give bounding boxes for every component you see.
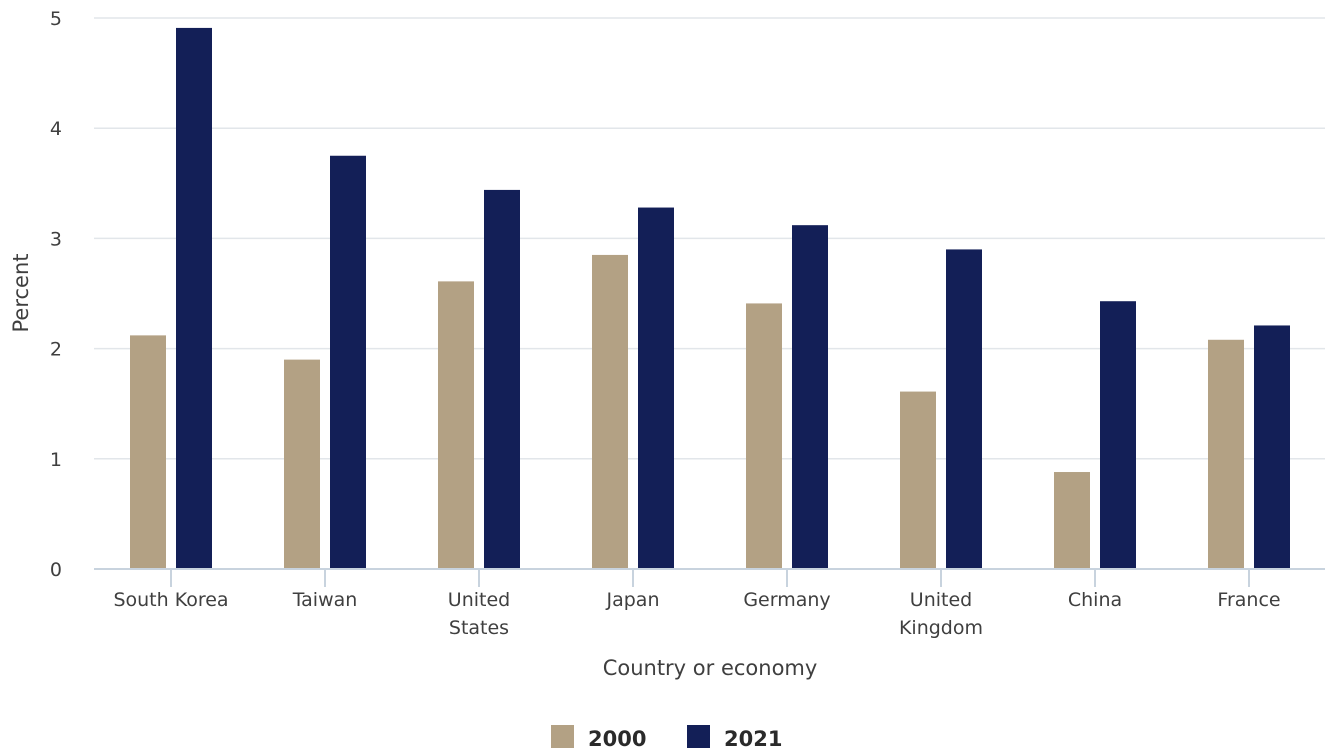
x-tick-label: United Kingdom (899, 589, 983, 639)
y-tick-label: 4 (50, 118, 62, 140)
legend: 2000 2021 (551, 725, 782, 750)
bar-2000 (284, 359, 320, 569)
x-tick-label: Germany (743, 589, 830, 611)
x-tick-label-line: Taiwan (292, 589, 358, 611)
x-tick-label-line: Germany (743, 589, 830, 611)
bars (130, 27, 1290, 570)
y-tick-label: 3 (50, 228, 62, 250)
y-tick-label: 5 (50, 8, 62, 30)
bar-2000 (592, 254, 628, 569)
x-tick-label: Taiwan (292, 589, 358, 611)
x-tick-label: United States (448, 589, 510, 639)
x-tick-label-line: Japan (606, 589, 660, 611)
legend-label: 2000 (588, 727, 646, 750)
x-tick-label-line: China (1068, 589, 1122, 611)
x-tick-label-line: Kingdom (899, 617, 983, 639)
bar-2000 (1054, 472, 1090, 569)
x-axis-title: Country or economy (603, 656, 818, 680)
x-tick-label: Japan (606, 589, 660, 611)
bar-2021 (792, 225, 828, 569)
bar-2021 (330, 155, 366, 569)
y-tick-label: 2 (50, 339, 62, 361)
x-tick-label-line: States (449, 617, 509, 639)
bar-2000 (438, 281, 474, 569)
bar-2000 (746, 303, 782, 569)
y-tick-label: 0 (50, 559, 62, 581)
x-tick-label-line: South Korea (113, 589, 228, 611)
x-tick-label-line: United (448, 589, 510, 611)
bar-2000 (900, 391, 936, 569)
x-tick-label-line: France (1217, 589, 1280, 611)
bar-2000 (1208, 339, 1244, 569)
x-tick-label-line: United (910, 589, 972, 611)
bar-2021 (176, 27, 212, 570)
x-tick-label: France (1217, 589, 1280, 611)
y-axis-title: Percent (9, 253, 33, 332)
x-tick-label: South Korea (113, 589, 228, 611)
x-tick-label: China (1068, 589, 1122, 611)
y-tick-label: 1 (50, 449, 62, 471)
legend-swatch (551, 725, 574, 748)
legend-label: 2021 (724, 727, 782, 750)
bar-2021 (1100, 301, 1136, 569)
bar-2021 (484, 189, 520, 570)
grid-lines (94, 17, 1325, 460)
bar-2021 (1254, 325, 1290, 569)
axes: 0 1 2 3 4 5 South Korea Taiwan United States Japan… (50, 8, 1325, 639)
bar-2000 (130, 335, 166, 569)
bar-2021 (946, 249, 982, 570)
legend-swatch (687, 725, 710, 748)
bar-2021 (638, 207, 674, 569)
